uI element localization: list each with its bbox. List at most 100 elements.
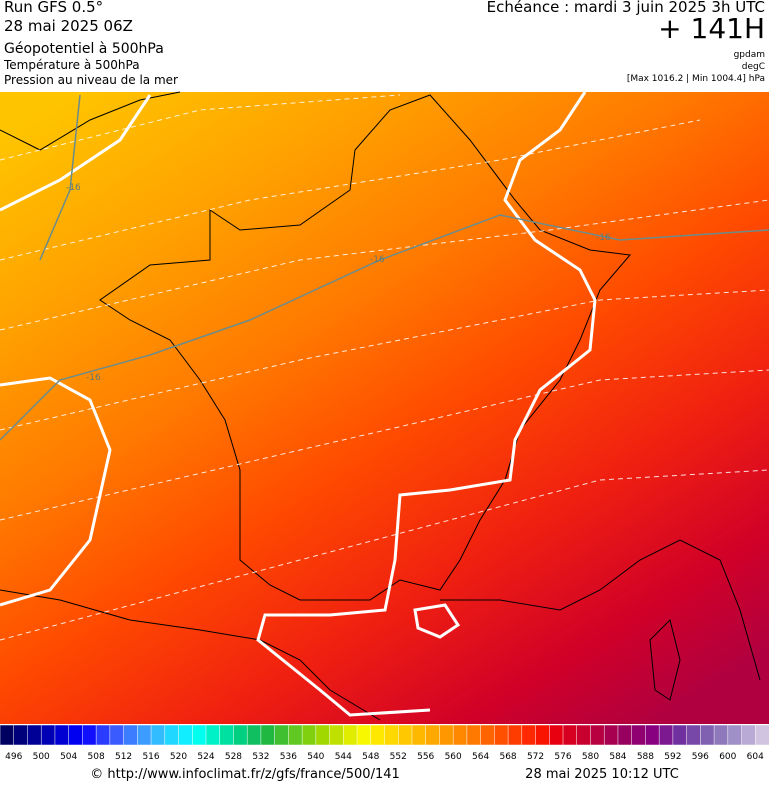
colorbar-swatch: [700, 724, 715, 746]
colorbar-swatch: [40, 724, 56, 746]
footer-url: © http://www.infoclimat.fr/z/gfs/france/…: [90, 767, 400, 782]
colorbar-label: 564: [472, 752, 489, 762]
colorbar-swatch: [562, 724, 578, 746]
footer-time: 28 mai 2025 10:12 UTC: [525, 767, 679, 782]
contour-label: -16: [66, 183, 81, 193]
colorbar-swatch: [713, 724, 729, 746]
run-date: 28 mai 2025 06Z: [4, 17, 133, 35]
colorbar-swatch: [384, 724, 399, 746]
colorbar-swatch: [741, 724, 757, 746]
colorbar-swatch: [288, 724, 303, 746]
colorbar-label: 540: [307, 752, 324, 762]
colorbar-swatch: [54, 724, 70, 746]
colorbar-label: 600: [719, 752, 736, 762]
colorbar-swatch: [672, 724, 688, 746]
run-label: Run GFS 0.5°: [4, 0, 104, 16]
colorbar-swatch: [205, 724, 221, 746]
colorbar-label: 588: [637, 752, 654, 762]
colorbar-swatch: [535, 724, 551, 746]
temperature-contours: [0, 94, 769, 441]
colorbar-swatch: [301, 724, 317, 746]
forecast-date: Echéance : mardi 3 juin 2025 3h UTC: [486, 0, 765, 16]
colorbar-swatch: [480, 724, 496, 746]
colorbar-swatch: [452, 724, 468, 746]
colorbar-label: 576: [554, 752, 571, 762]
colorbar-swatch: [521, 724, 537, 746]
colorbar-swatch: [494, 724, 509, 746]
unit: degC: [741, 62, 765, 72]
colorbar-swatch: [246, 724, 262, 746]
unit: gpdam: [733, 50, 765, 60]
temperature-field: [0, 92, 769, 724]
colorbar-swatch: [549, 724, 564, 746]
colorbar: 496 500 504 508 512 516 520 524 528 532 536 540 544 5…: [0, 724, 769, 762]
colorbar-label: 520: [170, 752, 187, 762]
colorbar-label: 572: [527, 752, 544, 762]
colorbar-swatch: [137, 724, 152, 746]
colorbar-label: 528: [225, 752, 242, 762]
field-subtitle: Pression au niveau de la mer: [4, 73, 178, 87]
colorbar-swatch: [645, 724, 660, 746]
contour-label: -16: [370, 255, 385, 265]
colorbar-swatch: [356, 724, 372, 746]
colorbar-label: 504: [60, 752, 77, 762]
colorbar-label: 592: [664, 752, 681, 762]
contour-label: -16: [596, 233, 611, 243]
colorbar-label: 568: [499, 752, 516, 762]
colorbar-swatch: [755, 724, 769, 746]
contour-label: -16: [86, 373, 101, 383]
pressure-range: [Max 1016.2 | Min 1004.4] hPa: [626, 74, 765, 84]
colorbar-label: 516: [142, 752, 159, 762]
colorbar-swatch: [631, 724, 647, 746]
isobars: [0, 91, 597, 717]
colorbar-label: 508: [88, 752, 105, 762]
colorbar-swatch: [617, 724, 633, 746]
colorbar-swatch: [192, 724, 207, 746]
colorbar-label: 524: [197, 752, 214, 762]
colorbar-swatch: [576, 724, 592, 746]
colorbar-swatch: [370, 724, 386, 746]
colorbar-label: 532: [252, 752, 269, 762]
colorbar-label: 536: [280, 752, 297, 762]
colorbar-swatch: [343, 724, 358, 746]
colorbar-swatch: [260, 724, 276, 746]
colorbar-label: 512: [115, 752, 132, 762]
colorbar-swatch: [95, 724, 111, 746]
coastlines: [0, 91, 761, 721]
colorbar-swatch: [439, 724, 454, 746]
colorbar-swatch: [603, 724, 619, 746]
colorbar-swatch: [178, 724, 193, 746]
colorbar-label: 556: [417, 752, 434, 762]
colorbar-swatch: [123, 724, 139, 746]
colorbar-label: 548: [362, 752, 379, 762]
colorbar-swatch: [68, 724, 84, 746]
colorbar-label: 552: [390, 752, 407, 762]
colorbar-swatch: [329, 724, 345, 746]
colorbar-swatch: [164, 724, 180, 746]
field-title: Géopotentiel à 500hPa: [4, 41, 164, 57]
colorbar-swatch: [411, 724, 427, 746]
colorbar-swatch: [150, 724, 166, 746]
colorbar-swatch: [219, 724, 235, 746]
colorbar-label: 596: [692, 752, 709, 762]
colorbar-label: 580: [582, 752, 599, 762]
colorbar-swatch: [315, 724, 331, 746]
field-subtitle: Température à 500hPa: [4, 58, 140, 72]
colorbar-swatch: [507, 724, 523, 746]
colorbar-swatch: [0, 724, 15, 746]
forecast-offset: + 141H: [658, 12, 765, 45]
colorbar-swatch: [686, 724, 702, 746]
geopotential-contours: [0, 94, 769, 641]
colorbar-label: 604: [747, 752, 764, 762]
colorbar-swatch: [397, 724, 413, 746]
colorbar-label: 496: [5, 752, 22, 762]
colorbar-swatch: [233, 724, 248, 746]
colorbar-label: 544: [335, 752, 352, 762]
colorbar-label: 584: [609, 752, 626, 762]
colorbar-swatch: [466, 724, 482, 746]
colorbar-swatch: [425, 724, 441, 746]
colorbar-swatch: [727, 724, 743, 746]
colorbar-label: 560: [445, 752, 462, 762]
colorbar-swatch: [82, 724, 97, 746]
